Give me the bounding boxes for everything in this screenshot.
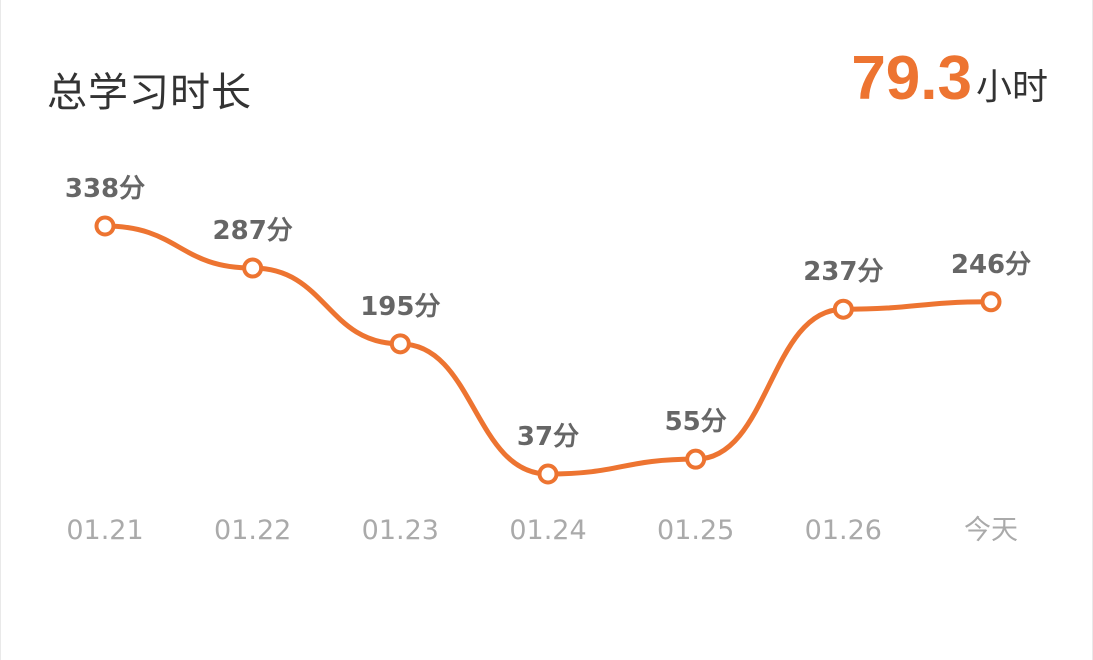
- total-unit: 小时: [975, 67, 1048, 108]
- data-label: 287分: [213, 216, 293, 246]
- data-label: 237分: [803, 257, 883, 287]
- data-point: [832, 298, 854, 320]
- data-point: [242, 257, 264, 279]
- card-title: 总学习时长: [47, 70, 252, 116]
- data-label: 195分: [360, 292, 440, 322]
- data-label: 246分: [951, 250, 1031, 280]
- data-label: 55分: [665, 407, 727, 437]
- data-label: 338分: [65, 174, 145, 204]
- data-point: [980, 291, 1002, 313]
- data-point: [389, 333, 411, 355]
- total-study-time: 79.3 小时: [851, 48, 1048, 110]
- x-tick-label: 今天: [964, 515, 1018, 546]
- data-point: [685, 448, 707, 470]
- x-tick-label: 01.21: [66, 515, 143, 546]
- x-tick-label: 01.24: [509, 515, 586, 546]
- x-tick-label: 01.26: [805, 515, 882, 546]
- x-tick-label: 01.23: [362, 515, 439, 546]
- data-point: [94, 215, 116, 237]
- data-point: [537, 463, 559, 485]
- data-label: 37分: [517, 422, 579, 452]
- total-value: 79.3: [851, 44, 972, 113]
- x-tick-label: 01.22: [214, 515, 291, 546]
- x-tick-label: 01.25: [657, 515, 734, 546]
